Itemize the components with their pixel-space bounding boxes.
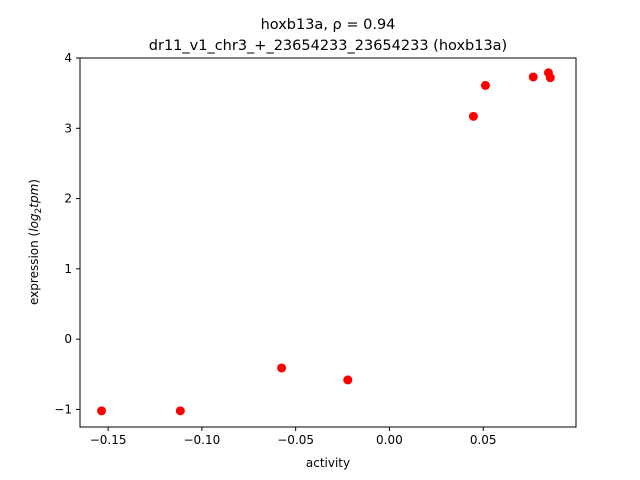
y-tick-label: 3 (64, 121, 72, 135)
y-axis-label: expression (log2tpm) (27, 179, 44, 305)
chart-title-line2: dr11_v1_chr3_+_23654233_23654233 (hoxb13… (149, 38, 507, 54)
data-point-3 (277, 363, 287, 373)
x-tick-label: −0.15 (90, 433, 127, 447)
data-point-1 (97, 406, 107, 416)
x-tick-label: −0.05 (277, 433, 314, 447)
data-point-9 (545, 73, 555, 83)
y-tick-label: 4 (64, 51, 72, 65)
y-tick-label: 2 (64, 192, 72, 206)
x-axis-ticks: −0.15 −0.10 −0.05 0.00 0.05 (90, 427, 497, 447)
y-axis-ticks: −1 0 1 2 3 4 (54, 51, 80, 416)
y-tick-label: 1 (64, 262, 72, 276)
data-point-4 (343, 375, 353, 385)
x-tick-label: 0.00 (376, 433, 403, 447)
data-point-6 (480, 80, 490, 90)
x-axis-label: activity (306, 456, 350, 470)
chart-title-line1: hoxb13a, ρ = 0.94 (261, 17, 396, 33)
data-point-7 (528, 72, 538, 82)
plot-area (97, 68, 555, 416)
data-point-2 (175, 406, 185, 416)
x-tick-label: 0.05 (470, 433, 497, 447)
y-tick-label: 0 (64, 332, 72, 346)
data-point-5 (468, 111, 478, 121)
y-tick-label: −1 (54, 402, 72, 416)
axes-frame (79, 57, 577, 428)
x-tick-label: −0.10 (183, 433, 220, 447)
